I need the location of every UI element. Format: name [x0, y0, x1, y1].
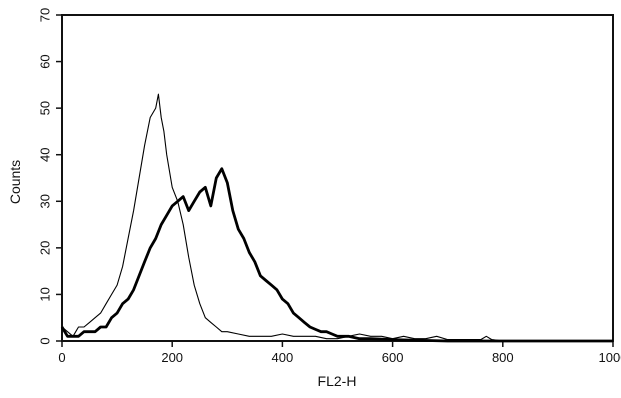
y-tick-label: 20: [37, 241, 52, 255]
y-tick-label: 0: [37, 337, 52, 344]
plot-frame: [61, 14, 614, 342]
thick-histogram-line: [60, 167, 613, 343]
x-tick-label: 800: [492, 350, 514, 365]
x-tick-label: 600: [382, 350, 404, 365]
x-axis-label: FL2-H: [318, 373, 357, 389]
y-tick-label: 70: [37, 8, 52, 22]
y-axis-label: Counts: [7, 160, 23, 204]
y-tick-labels: 0 10 20 30 40 50 60 70: [37, 8, 52, 345]
y-tick-label: 60: [37, 54, 52, 68]
x-tick-label: 0: [58, 350, 65, 365]
y-tick-label: 10: [37, 287, 52, 301]
axis-ticks: [56, 14, 614, 347]
y-tick-label: 40: [37, 147, 52, 161]
y-tick-label: 30: [37, 194, 52, 208]
y-tick-label: 50: [37, 101, 52, 115]
thin-histogram-line: [61, 93, 613, 342]
x-tick-label: 400: [272, 350, 294, 365]
x-tick-label: 200: [161, 350, 183, 365]
series-layer: [60, 93, 613, 343]
